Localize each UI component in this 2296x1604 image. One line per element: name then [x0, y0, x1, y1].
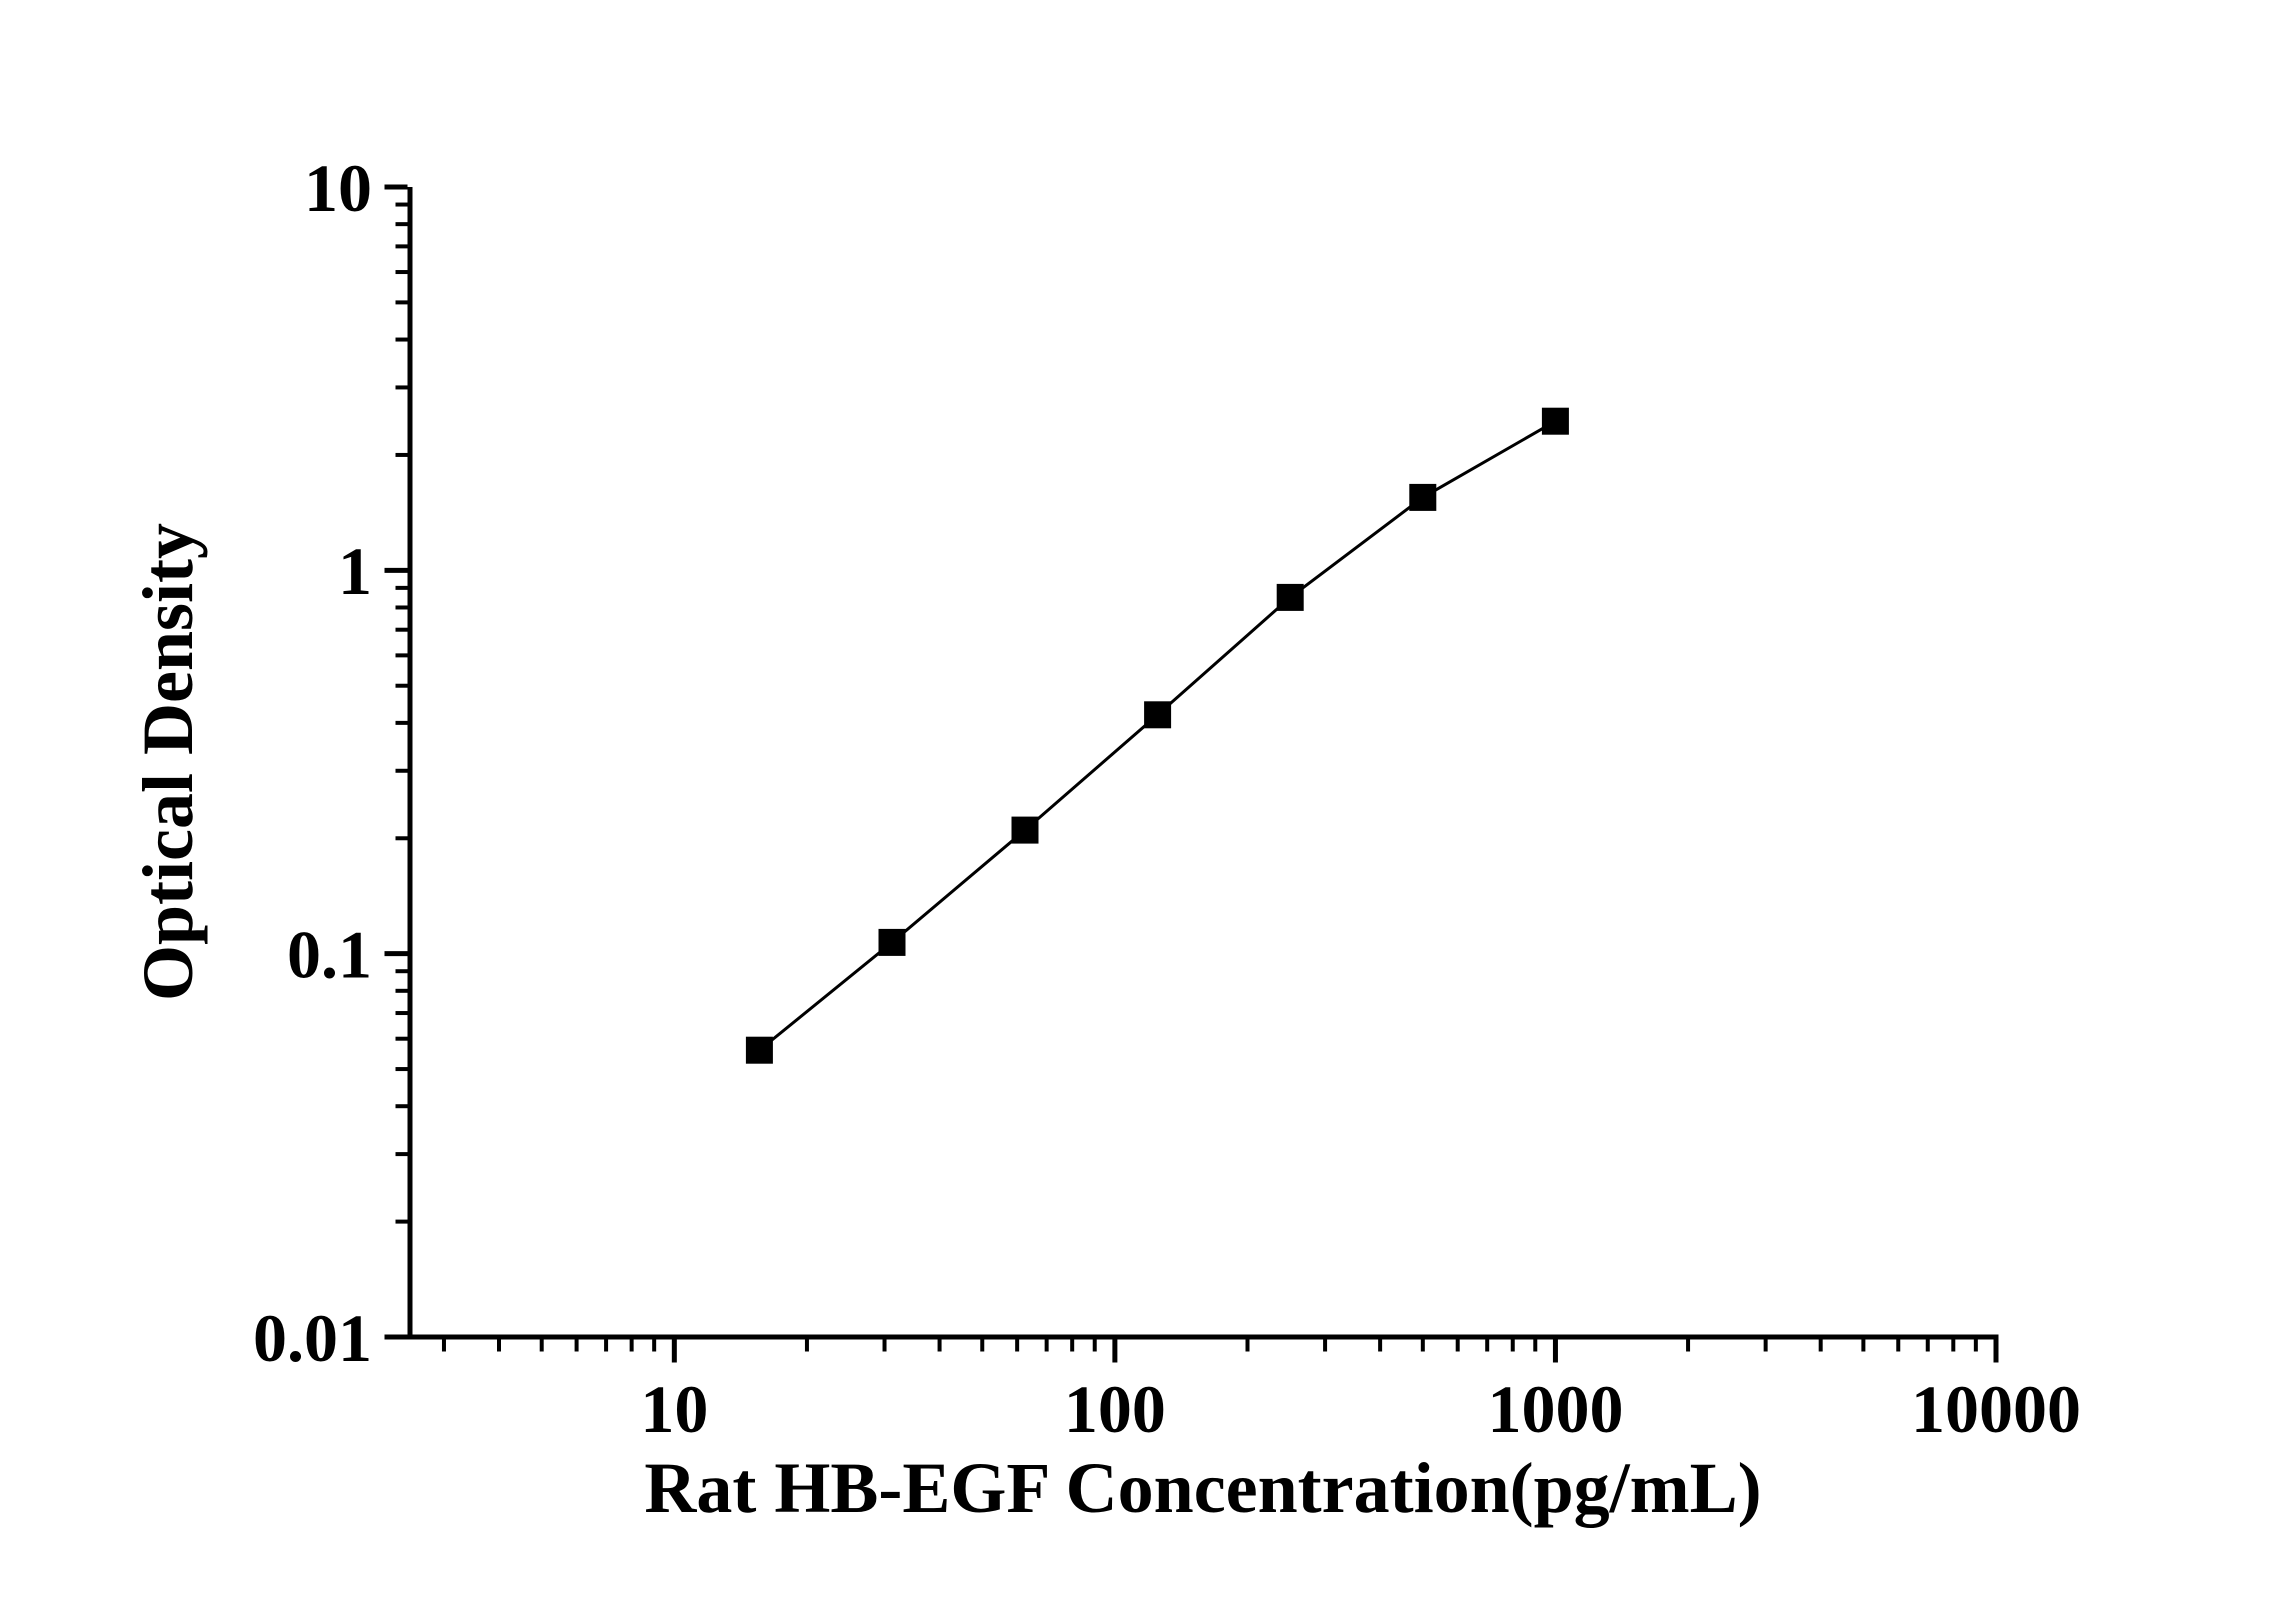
- plot-area: 10 100 1000 10000 0.01 0.1 1 10: [253, 150, 2081, 1447]
- data-point-marker: [745, 1036, 773, 1064]
- axis-lines: [407, 187, 1999, 1340]
- data-point-marker: [1011, 816, 1039, 844]
- x-tick-label: 10: [640, 1371, 708, 1447]
- y-tick-label: 0.1: [287, 916, 372, 992]
- data-point-marker: [1409, 483, 1437, 511]
- x-tick-label: 10000: [1911, 1371, 2081, 1447]
- data-point-marker: [1144, 701, 1172, 729]
- x-tick-label: 100: [1064, 1371, 1166, 1447]
- series-group: [745, 407, 1569, 1064]
- tick-labels: 10 100 1000 10000 0.01 0.1 1 10: [253, 150, 2081, 1447]
- data-point-marker: [878, 928, 906, 956]
- y-tick-label: 10: [304, 150, 372, 226]
- y-tick-label: 0.01: [253, 1300, 372, 1376]
- data-point-marker: [1276, 583, 1304, 611]
- data-point-marker: [1541, 407, 1569, 435]
- x-axis-title: Rat HB-EGF Concentration(pg/mL): [644, 1448, 1761, 1528]
- axis-ticks: [384, 184, 1999, 1363]
- x-tick-label: 1000: [1487, 1371, 1623, 1447]
- y-axis-title: Optical Density: [128, 523, 208, 1001]
- y-tick-label: 1: [338, 533, 372, 609]
